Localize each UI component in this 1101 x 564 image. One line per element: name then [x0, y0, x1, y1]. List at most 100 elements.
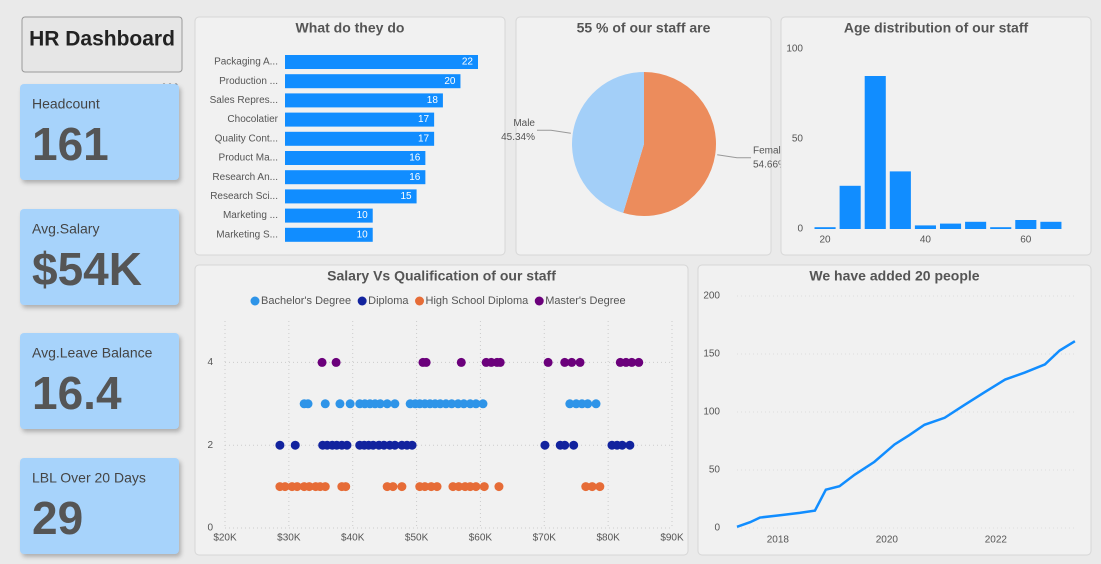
- kpi-value: 16.4: [32, 367, 122, 419]
- pie-label: Male: [513, 118, 535, 129]
- scatter-point: [540, 440, 550, 450]
- bar: [285, 170, 426, 185]
- y-tick-label: 4: [207, 357, 213, 368]
- histogram-bar: [1040, 221, 1062, 229]
- scatter-point: [320, 399, 330, 409]
- scatter-point: [375, 399, 385, 409]
- scatter-point: [478, 399, 488, 409]
- y-tick-label: Research Sci...: [210, 191, 278, 202]
- x-tick-label: 2018: [767, 535, 790, 546]
- histogram-bar: [990, 227, 1012, 229]
- data-label: 16: [409, 153, 421, 164]
- x-tick-label: 2020: [876, 535, 899, 546]
- x-tick-label: $50K: [405, 533, 429, 544]
- y-tick-label: 150: [703, 349, 720, 360]
- histogram-bar: [889, 171, 911, 229]
- pie-slice: [623, 72, 716, 216]
- kpi-value: $54K: [32, 243, 142, 295]
- y-tick-label: 100: [703, 407, 720, 418]
- bar: [285, 93, 443, 108]
- scatter-point: [567, 357, 577, 367]
- scatter-point: [382, 399, 392, 409]
- y-tick-label: Production ...: [219, 76, 278, 87]
- kpi-card: [20, 209, 179, 305]
- scatter-point: [495, 357, 505, 367]
- kpi-value: 161: [32, 118, 109, 170]
- scatter-point: [290, 440, 300, 450]
- legend-marker: [415, 296, 425, 306]
- data-label: 17: [418, 114, 430, 125]
- y-tick-label: Marketing ...: [223, 210, 278, 221]
- scatter-point: [320, 482, 330, 492]
- scatter-point: [317, 357, 327, 367]
- x-tick-label: 40: [920, 235, 932, 246]
- pie-label: Female: [753, 145, 787, 156]
- y-tick-label: Marketing S...: [216, 229, 278, 240]
- bar: [285, 131, 435, 146]
- scatter-point: [345, 399, 355, 409]
- x-tick-label: $70K: [533, 533, 557, 544]
- data-label: 16: [409, 172, 421, 183]
- line: [736, 340, 1076, 529]
- scatter-point: [454, 482, 464, 492]
- scatter-point: [456, 357, 466, 367]
- scatter-point: [280, 482, 290, 492]
- x-tick-label: $20K: [213, 533, 237, 544]
- histogram-bar: [965, 221, 987, 229]
- scatter-point: [342, 440, 352, 450]
- scatter-point: [479, 482, 489, 492]
- chart-title: 55 % of our staff are: [577, 20, 711, 36]
- x-tick-label: 20: [819, 235, 831, 246]
- y-tick-label: Sales Repres...: [210, 95, 278, 106]
- y-tick-label: 2: [207, 440, 213, 451]
- legend-label: Bachelor's Degree: [261, 295, 351, 307]
- dashboard-title: HR Dashboard: [29, 28, 175, 51]
- kpi-label: Avg.Salary: [32, 221, 99, 237]
- y-tick-label: 0: [797, 224, 803, 235]
- scatter-point: [432, 482, 442, 492]
- y-tick-label: 50: [709, 465, 721, 476]
- scatter-point: [617, 440, 627, 450]
- x-tick-label: $30K: [277, 533, 301, 544]
- kpi-card: [20, 333, 179, 429]
- scatter-point: [581, 482, 591, 492]
- scatter-point: [471, 399, 481, 409]
- bar: [285, 151, 426, 165]
- scatter-point: [595, 482, 605, 492]
- pie-slice: [571, 72, 644, 213]
- scatter-point: [275, 440, 285, 450]
- kpi-card: [20, 458, 179, 554]
- bar: [285, 74, 461, 89]
- scatter-point: [420, 482, 430, 492]
- legend-marker: [357, 296, 367, 306]
- scatter-point: [494, 482, 504, 492]
- bar: [285, 55, 478, 69]
- bar: [285, 227, 373, 242]
- panel: [780, 16, 1092, 256]
- scatter-point: [407, 440, 417, 450]
- y-tick-label: Quality Cont...: [215, 133, 278, 144]
- scatter-point: [587, 482, 597, 492]
- title-card: [21, 16, 183, 73]
- scatter-point: [304, 482, 314, 492]
- scatter-point: [390, 440, 400, 450]
- scatter-point: [560, 440, 570, 450]
- chart-title: We have added 20 people: [809, 268, 979, 284]
- scatter-point: [634, 357, 644, 367]
- legend-marker: [534, 296, 544, 306]
- histogram-bar: [1015, 220, 1037, 229]
- leader-line: [717, 154, 751, 159]
- data-label: 22: [462, 57, 474, 68]
- x-tick-label: $80K: [596, 533, 620, 544]
- data-label: 20: [444, 76, 456, 87]
- scatter-point: [560, 357, 570, 367]
- x-tick-label: $40K: [341, 533, 365, 544]
- bar: [285, 112, 435, 127]
- kpi-label: LBL Over 20 Days: [32, 470, 146, 486]
- bar: [285, 189, 417, 204]
- scatter-point: [591, 399, 601, 409]
- legend-label: Diploma: [368, 295, 409, 307]
- y-tick-label: Chocolatier: [227, 114, 278, 125]
